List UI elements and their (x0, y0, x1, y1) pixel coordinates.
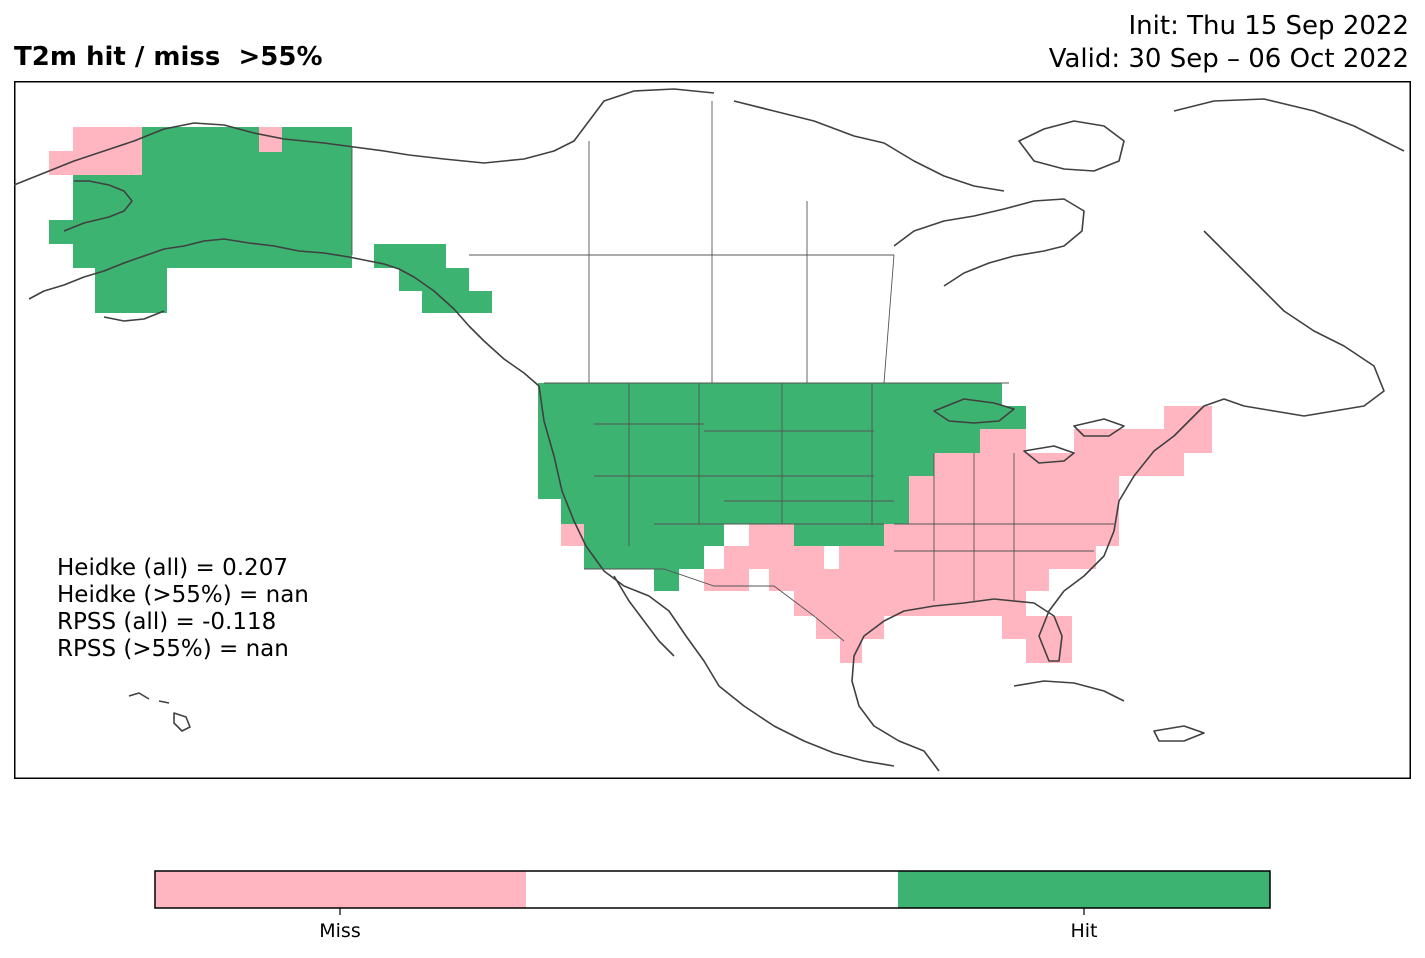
legend-hit-swatch (898, 871, 1270, 908)
rpss-all: RPSS (all) = -0.118 (57, 609, 277, 635)
hispaniola-coast (1153, 725, 1205, 742)
canada-arctic-coast (408, 88, 715, 164)
heidke-all: Heidke (all) = 0.207 (57, 555, 288, 581)
coastlines (14, 88, 1405, 772)
hudson-coast (733, 100, 1005, 192)
alaska-cells (49, 127, 492, 313)
lake-erie-shore (1023, 445, 1075, 464)
hit-region (95, 268, 167, 313)
alaska-south-coast (28, 238, 540, 387)
hudson-bay-coast (893, 198, 1085, 287)
init-date: Init: Thu 15 Sep 2022 (1128, 11, 1409, 41)
legend-miss-swatch (155, 871, 526, 908)
greenland-coast (1173, 98, 1405, 152)
rpss-55: RPSS (>55%) = nan (57, 636, 289, 662)
hawaii-coast (128, 692, 191, 732)
canada-province-lines (588, 101, 895, 384)
lake-superior-shore (933, 398, 1015, 424)
gulf-coast (851, 598, 995, 772)
alaska-north-coast (14, 122, 410, 186)
hit-region (374, 244, 492, 313)
baja-coast (613, 575, 675, 657)
miss-region (704, 569, 749, 591)
legend-hit-label: Hit (1070, 920, 1098, 942)
miss-region (724, 406, 1212, 663)
baffin-island-coast (1018, 120, 1125, 172)
lake-ontario-shore (1073, 418, 1125, 437)
us-mexico-pacific-coast (538, 385, 895, 767)
hit-region (49, 127, 352, 268)
labrador-coast (1203, 230, 1385, 417)
hit-region (73, 175, 143, 220)
legend-frame (154, 870, 1271, 909)
hit-miss-map (14, 81, 1411, 779)
valid-range: Valid: 30 Sep – 06 Oct 2022 (1048, 44, 1409, 74)
cuba-coast (1013, 680, 1125, 702)
miss-region (49, 127, 142, 175)
us-mexico-border (584, 568, 845, 642)
alaska-west-coast (63, 180, 133, 232)
color-legend (154, 870, 1271, 915)
legend-neutral-swatch (526, 871, 898, 908)
heidke-55: Heidke (>55%) = nan (57, 582, 309, 608)
forecast-dates: Init: Thu 15 Sep 2022 Valid: 30 Sep – 06… (1049, 10, 1409, 76)
skill-scores: Heidke (all) = 0.207 Heidke (>55%) = nan… (57, 555, 309, 663)
us-state-lines (594, 383, 1114, 601)
miss-region (259, 127, 282, 152)
us-east-coast (993, 398, 1305, 662)
legend-miss-label: Miss (319, 920, 361, 942)
political-borders (351, 101, 1114, 642)
map-title: T2m hit / miss >55% (14, 42, 323, 72)
aleutian-coast (103, 310, 165, 322)
